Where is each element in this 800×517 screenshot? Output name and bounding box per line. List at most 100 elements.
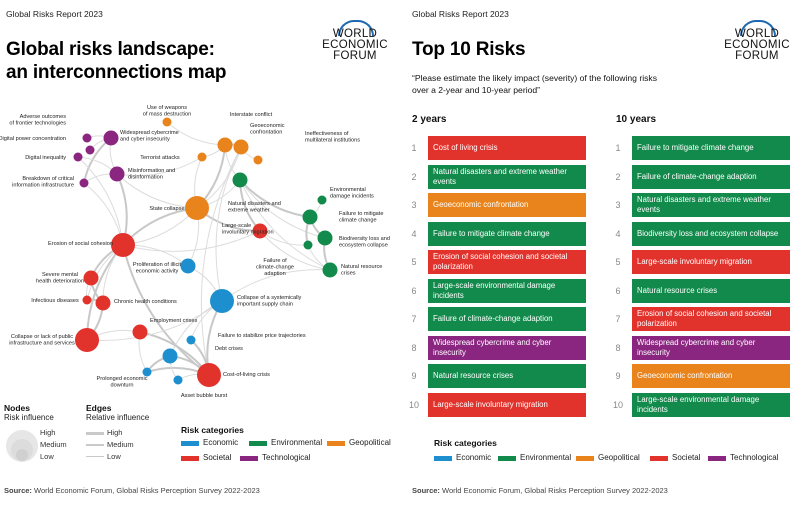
ten-year-risk-item: Widespread cybercrime and cyber insecuri…: [632, 335, 790, 360]
node-label-collapse_infra: Collapse or lack of public infrastructure…: [9, 334, 75, 347]
logo-line-1: WORLD: [332, 28, 378, 40]
legend-label-environmental: Environmental: [520, 453, 572, 462]
node-label-supply: Collapse of a systemically important supp…: [237, 295, 302, 308]
logo-line-2: ECONOMIC: [724, 39, 790, 51]
two-year-risk-item: Natural resource crises: [428, 364, 586, 388]
ten-year-risk-item: Geoeconomic confrontation: [632, 364, 790, 388]
interconnections-panel: Global Risks Report 2023 WORLD ECONOMIC …: [0, 9, 391, 495]
ten-year-risk-item: Erosion of social cohesion and societal …: [632, 307, 790, 331]
node-label-natres: Natural resource crises: [341, 264, 382, 277]
legend-swatch-economic: [181, 441, 199, 446]
ten-year-risk-item: Biodiversity loss and ecosystem collapse: [632, 221, 790, 246]
node-cyber: [103, 130, 119, 146]
node-terror: [197, 152, 207, 162]
column-head-2-years: 2 years: [412, 114, 447, 125]
node-label-biodiv: Biodiversity loss and ecosystem collapse: [339, 236, 390, 249]
source-note: Source: World Economic Forum, Global Ris…: [412, 486, 668, 495]
edge-geoeco-supply: [215, 146, 242, 302]
two-year-risk-item: Erosion of social cohesion and societal …: [428, 250, 586, 274]
two-year-rank-10: 10: [408, 399, 419, 410]
two-year-rank-6: 6: [411, 285, 417, 296]
legend-label-geopolitical: Geopolitical: [349, 438, 391, 447]
ten-year-rank-1: 1: [615, 143, 621, 153]
legend-node-sizes: [6, 430, 38, 462]
node-failmit: [302, 209, 318, 225]
page-title: Top 10 Risks: [412, 39, 526, 60]
wef-logo: WORLD ECONOMIC FORUM: [718, 20, 796, 70]
legend-edge-medium: [86, 444, 104, 446]
node-label-digital_ineq: Digital inequality: [25, 155, 66, 161]
edge-natdis-biodiv: [239, 179, 326, 239]
edge-misinfo-terror: [116, 156, 203, 176]
legend-node-low: [16, 449, 28, 461]
ten-year-rank-10: 10: [612, 399, 623, 410]
legend-edge-low-label: Low: [107, 452, 121, 461]
node-debt: [162, 348, 178, 364]
ten-year-rank-9: 9: [615, 371, 621, 381]
node-col: [197, 363, 221, 387]
two-year-rank-8: 8: [411, 342, 417, 353]
legend-swatch-societal: [181, 456, 199, 461]
node-label-chronic: Chronic health conditions: [114, 299, 177, 305]
title-line-1: Global risks landscape:: [6, 39, 215, 60]
legend-swatch-environmental: [498, 456, 516, 461]
two-year-rank-9: 9: [411, 371, 417, 381]
node-digital_power: [85, 145, 95, 155]
node-label-cyber: Widespread cybercrime and cyber insecurit…: [120, 130, 179, 143]
two-year-rank-2: 2: [411, 171, 417, 182]
node-label-debt: Debt crises: [215, 346, 243, 352]
legend-categories-title: Risk categories: [434, 438, 497, 448]
node-label-bubble: Asset bubble burst: [181, 393, 228, 399]
edge-geoeco-col: [200, 146, 242, 376]
two-year-rank-4: 4: [411, 228, 417, 239]
ten-year-rank-4: 4: [615, 228, 621, 239]
title-line-2: an interconnections map: [6, 62, 227, 83]
legend-edge-medium-label: Medium: [107, 440, 134, 449]
node-collapse_infra: [75, 328, 99, 352]
legend-swatch-societal: [650, 456, 668, 461]
node-interstate: [217, 137, 233, 153]
node-employment: [132, 324, 148, 340]
ten-year-risk-item: Large-scale involuntary migration: [632, 250, 790, 274]
source-text: World Economic Forum, Global Risks Perce…: [34, 486, 260, 495]
legend-categories-title: Risk categories: [181, 425, 244, 435]
edge-natres-supply: [221, 269, 331, 302]
node-misinfo: [109, 166, 125, 182]
node-price: [186, 335, 196, 345]
ten-year-rank-6: 6: [615, 285, 621, 296]
node-label-employment: Employment crises: [150, 318, 197, 324]
legend-edges-sub: Relative influence: [86, 413, 150, 422]
logo-line-1: WORLD: [734, 28, 780, 40]
legend-swatch-technological: [240, 456, 258, 461]
two-year-rank-7: 7: [411, 314, 417, 324]
source-prefix: Source:: [412, 486, 440, 495]
page-title: Global risks landscape: an interconnecti…: [6, 38, 226, 84]
node-illicit: [180, 258, 196, 274]
legend-node-medium-label: Medium: [40, 440, 67, 449]
node-envdam: [317, 195, 327, 205]
edge-migration-natres: [259, 230, 331, 271]
legend-swatch-technological: [708, 456, 726, 461]
page-subtitle: “Please estimate the likely impact (seve…: [412, 73, 658, 95]
ten-year-risk-item: Large-scale environmental damage inciden…: [632, 392, 790, 417]
legend-edge-low: [86, 456, 104, 457]
two-year-risk-item: Failure to mitigate climate change: [428, 221, 586, 246]
two-year-risk-item: Large-scale environmental damage inciden…: [428, 278, 586, 303]
edge-natdis-failmit: [239, 179, 311, 218]
legend-edges-title: Edges: [86, 403, 112, 413]
node-label-ineff: Ineffectiveness of multilateral instituti…: [305, 131, 360, 144]
edge-natdis-natres: [239, 179, 331, 271]
node-ineff: [253, 155, 263, 165]
node-label-misinfo: Misinformation and disinformation: [128, 168, 175, 181]
two-year-risk-item: Failure of climate-change adaption: [428, 307, 586, 331]
node-erosion: [111, 233, 135, 257]
node-migration: [252, 223, 268, 239]
node-label-state: State collapse: [149, 206, 184, 212]
two-year-risk-item: Geoeconomic confrontation: [428, 193, 586, 217]
map-nodes: [73, 117, 338, 387]
ten-year-risk-item: Natural disasters and extreme weather ev…: [632, 193, 790, 217]
node-state: [185, 196, 209, 220]
node-downturn: [142, 367, 152, 377]
ten-year-rank-5: 5: [615, 257, 621, 267]
two-year-risk-item: Natural disasters and extreme weather ev…: [428, 164, 586, 189]
